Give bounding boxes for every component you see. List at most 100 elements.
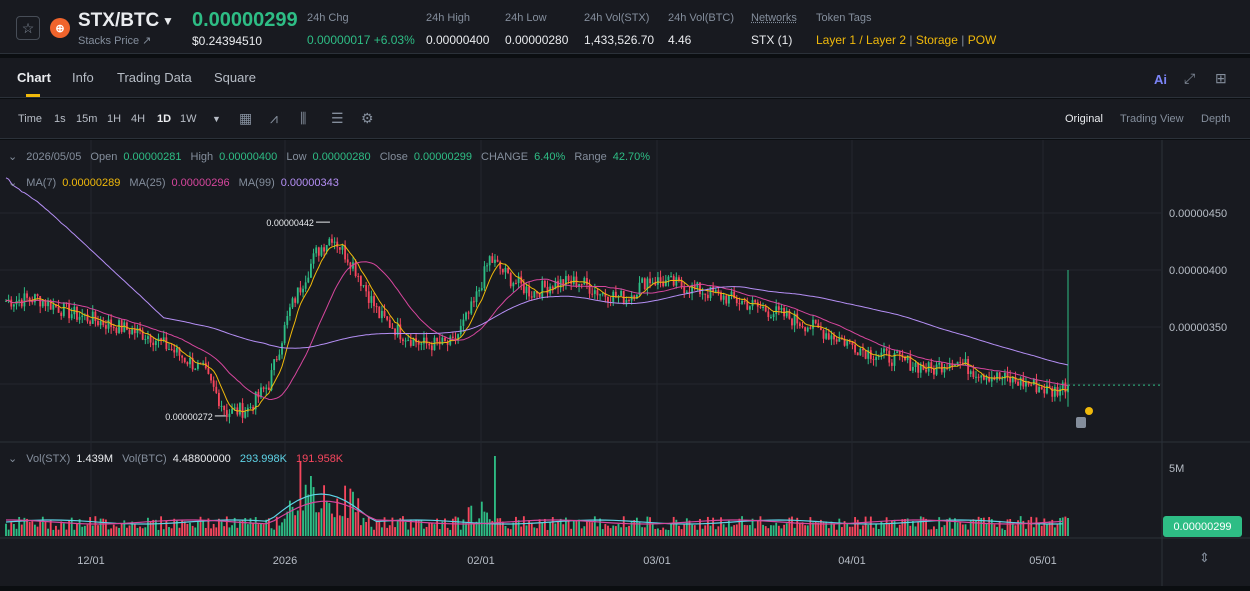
volume-bar <box>36 526 39 536</box>
candle-body <box>202 362 205 364</box>
volume-bar <box>541 522 544 536</box>
timeframe-4h[interactable]: 4H <box>131 113 146 125</box>
volume-bar <box>328 503 331 536</box>
calendar-icon[interactable]: ▦ <box>239 110 253 126</box>
volume-bar <box>567 521 570 536</box>
chart-settings-icon[interactable]: ☰ <box>331 110 344 126</box>
view-trading-view[interactable]: Trading View <box>1120 113 1184 125</box>
volume-bar <box>47 528 49 536</box>
candle-body <box>260 387 262 398</box>
candle-body <box>862 348 864 351</box>
chevron-down-icon[interactable]: ▼ <box>162 14 174 28</box>
candle-body <box>118 320 120 333</box>
layout-grid-icon[interactable]: ⊞ <box>1215 70 1227 86</box>
candle-body <box>596 290 599 296</box>
stat-label: Networks <box>751 12 797 24</box>
candle-body <box>207 368 210 374</box>
volume-bar <box>906 518 909 536</box>
volume-bar <box>496 518 499 536</box>
volume-bar <box>52 529 55 536</box>
candle-body <box>888 350 891 363</box>
candle-body <box>911 366 914 371</box>
pair-subtitle-link[interactable]: Stacks Price ↗ <box>78 35 152 47</box>
timeframe-time[interactable]: Time <box>18 113 43 125</box>
candle-body <box>525 286 528 294</box>
chart-panel[interactable]: 0.00000450 0.00000400 0.00000350 5M 12/01 202… <box>0 140 1250 586</box>
candle-body <box>404 340 407 342</box>
gear-icon[interactable]: ⚙ <box>361 110 374 126</box>
tab-trading-data[interactable]: Trading Data <box>117 70 192 85</box>
volume-bar <box>349 488 352 536</box>
volume-bar <box>969 520 972 536</box>
volume-bar <box>233 517 236 536</box>
pair-name[interactable]: STX/BTC <box>78 10 160 31</box>
volume-bar <box>415 520 417 536</box>
volume-bar <box>749 525 751 536</box>
token-tag[interactable]: POW <box>967 33 997 47</box>
token-tag[interactable]: Layer 1 / Layer 2 <box>816 33 907 47</box>
tab-info[interactable]: Info <box>72 70 94 85</box>
volume-bar <box>607 525 609 536</box>
volume-bar <box>961 524 964 536</box>
view-original[interactable]: Original <box>1065 113 1103 125</box>
candle-body <box>262 387 265 389</box>
view-depth[interactable]: Depth <box>1201 113 1231 125</box>
candle-body <box>969 371 972 375</box>
tab-chart[interactable]: Chart <box>17 70 51 85</box>
candle-body <box>801 326 804 328</box>
candle-body <box>39 295 42 307</box>
expand-icon[interactable]: ⤢ <box>1184 70 1196 86</box>
volume-bar <box>596 526 599 536</box>
volume-bar <box>1046 523 1048 536</box>
volume-bar <box>89 517 92 536</box>
volume-bar <box>751 518 754 536</box>
candle-body <box>678 277 680 281</box>
candle-body <box>583 277 586 285</box>
timeframe-1w[interactable]: 1W <box>180 113 197 125</box>
indicator-icon[interactable]: ⩘ <box>270 110 278 126</box>
timeframe-1d[interactable]: 1D <box>157 113 172 125</box>
timeframe-1s[interactable]: 1s <box>54 113 66 125</box>
stat-value: 0.00000017 +6.03% <box>307 33 415 47</box>
volume-bar <box>917 522 920 536</box>
chevron-down-icon[interactable]: ▼ <box>212 114 221 124</box>
volume-bar <box>68 520 71 536</box>
candle-type-icon[interactable]: ⫼ <box>300 110 307 126</box>
candle-body <box>872 359 875 361</box>
candle-body <box>804 327 807 332</box>
candle-body <box>33 294 36 303</box>
timeframe-15m[interactable]: 15m <box>76 113 98 125</box>
token-tag[interactable]: Storage <box>915 33 958 47</box>
volume-bar <box>488 519 491 536</box>
tab-square[interactable]: Square <box>214 70 256 85</box>
scale-reset-icon[interactable]: ⇕ <box>1199 550 1210 565</box>
volume-bar <box>99 518 102 536</box>
candlestick-chart[interactable]: 0.00000450 0.00000400 0.00000350 5M 12/01 202… <box>0 140 1250 586</box>
volume-bar <box>764 526 767 536</box>
candle-body <box>812 319 814 329</box>
candle-body <box>528 286 531 297</box>
volume-bar <box>323 485 325 536</box>
volume-bar <box>60 521 63 536</box>
candle-body <box>919 364 922 373</box>
favorite-star-button[interactable]: ☆ <box>16 16 40 40</box>
volume-bar <box>204 527 207 536</box>
stat-networks[interactable]: Networks STX (1) <box>751 12 797 47</box>
volume-bar <box>407 529 410 536</box>
candle-body <box>564 276 567 286</box>
volume-bar <box>451 518 454 536</box>
volume-bar <box>549 521 552 536</box>
candle-body <box>1043 389 1046 394</box>
timeframe-1h[interactable]: 1H <box>107 113 122 125</box>
candle-body <box>614 291 617 297</box>
volume-bar <box>770 525 772 536</box>
volume-bar <box>538 519 541 536</box>
volume-bar <box>373 529 375 536</box>
candle-body <box>943 367 946 373</box>
volume-bar <box>633 519 636 536</box>
volume-bar <box>1022 520 1025 536</box>
volume-bar <box>183 521 186 536</box>
ai-icon[interactable]: Ai <box>1154 72 1167 87</box>
candle-body <box>454 337 457 341</box>
candle-body <box>194 368 197 370</box>
